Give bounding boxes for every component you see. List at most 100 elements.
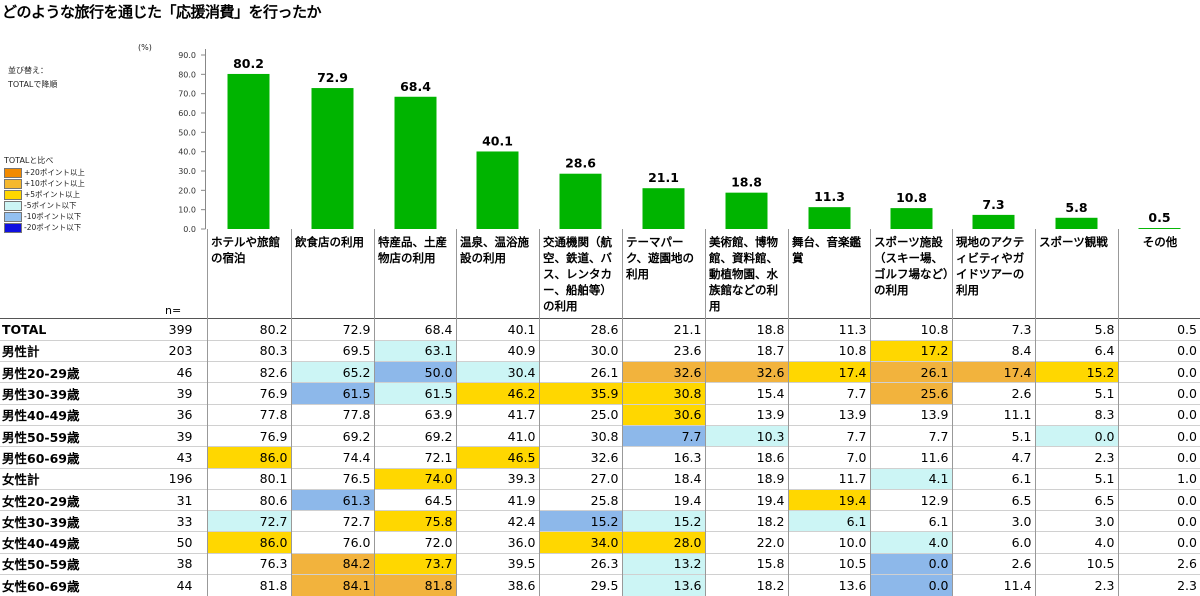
- table-cell: 0.0: [1117, 510, 1200, 532]
- column-header: 美術館、博物館、資料館、動植物園、水族館などの利用: [709, 235, 778, 313]
- legend-item: +20ポイント以上: [4, 167, 85, 178]
- table-cell: 81.8: [206, 574, 291, 596]
- table-cell: 25.6: [869, 382, 952, 405]
- table-cell: 16.3: [621, 446, 705, 469]
- table-cell: 1.0: [1117, 467, 1200, 490]
- row-label: 女性60-69歳: [0, 574, 140, 596]
- table-cell: 39.3: [455, 467, 539, 490]
- table-cell: 30.0: [538, 339, 622, 362]
- legend-label: -10ポイント以下: [24, 212, 82, 221]
- table-cell: 68.4: [373, 319, 456, 341]
- table-cell: 0.0: [869, 552, 952, 575]
- legend-title: TOTALと比べ: [4, 156, 54, 165]
- table-cell: 41.0: [455, 424, 539, 447]
- table-cell: 81.8: [373, 574, 456, 596]
- table-cell: 32.6: [538, 446, 622, 469]
- bar-chart: 90.0 80.0 70.0 60.0 50.0 40.0 30.0 20.0 10.0 0.0 8…: [178, 49, 1181, 234]
- table-cell: 10.0: [787, 531, 870, 554]
- table-cell: 30.8: [538, 424, 622, 447]
- table-cell: 86.0: [206, 531, 291, 554]
- column-divider: [705, 229, 706, 319]
- y-tick-label: 90.0: [178, 51, 196, 60]
- legend-item: -5ポイント以下: [4, 200, 85, 211]
- table-cell: 77.8: [290, 403, 374, 426]
- table-cell: 77.8: [206, 403, 291, 426]
- table-cell: 19.4: [787, 488, 870, 511]
- table-cell: 80.3: [206, 339, 291, 362]
- bar-value-label: 72.9: [317, 70, 348, 85]
- table-cell: 72.1: [373, 446, 456, 469]
- bar: [808, 207, 851, 229]
- table-cell: 0.0: [1117, 403, 1200, 426]
- table-cell: 6.4: [1034, 339, 1118, 362]
- table-cell: 40.9: [455, 339, 539, 362]
- bar: [642, 188, 685, 229]
- table-cell: 6.1: [787, 510, 870, 532]
- table-cell: 0.0: [1117, 361, 1200, 383]
- table-row: 男性計 203 80.3 69.5 63.1 40.9 30.0 23.6 18.7 10.8 17…: [0, 339, 1200, 362]
- bar: [1055, 217, 1098, 229]
- table-cell: 21.1: [621, 319, 705, 341]
- table-cell: 35.9: [538, 382, 622, 405]
- column-header: スポーツ施設（スキー場、ゴルフ場など）の利用: [874, 235, 949, 297]
- table-row: 男性30-39歳 39 76.9 61.5 61.5 46.2 35.9 30.8 15.4 7.…: [0, 382, 1200, 405]
- table-cell: 5.1: [1034, 467, 1118, 490]
- table-cell: 0.0: [1117, 339, 1200, 362]
- column-divider: [788, 229, 789, 319]
- bar-value-label: 21.1: [648, 170, 679, 185]
- table-cell: 17.4: [787, 361, 870, 383]
- table-cell: 7.7: [869, 424, 952, 447]
- chart-title: どのような旅行を通じた「応援消費」を行ったか: [2, 3, 322, 21]
- bar-value-label: 11.3: [814, 189, 845, 204]
- bar: [890, 208, 933, 229]
- table-cell: 34.0: [538, 531, 622, 554]
- table-cell: 25.0: [538, 403, 622, 426]
- table-row: 女性50-59歳 38 76.3 84.2 73.7 39.5 26.3 13.2 15.8 10…: [0, 552, 1200, 575]
- legend-label: +20ポイント以上: [24, 168, 85, 177]
- table-cell: 10.8: [787, 339, 870, 362]
- table-cell: 2.6: [951, 552, 1035, 575]
- table-cell: 4.1: [869, 467, 952, 490]
- table-cell: 5.1: [951, 424, 1035, 447]
- sort-value: TOTALで降順: [8, 80, 58, 89]
- y-tick-label: 60.0: [178, 109, 196, 118]
- table-cell: 84.1: [290, 574, 374, 596]
- table-cell: 18.4: [621, 467, 705, 490]
- table-cell: 41.7: [455, 403, 539, 426]
- bar: [394, 96, 437, 229]
- column-header: 舞台、音楽鑑賞: [792, 235, 861, 265]
- table-cell: 76.9: [206, 382, 291, 405]
- row-label: 女性50-59歳: [0, 552, 140, 575]
- legend-item: +10ポイント以上: [4, 178, 85, 189]
- bar: [725, 192, 768, 229]
- table-cell: 4.0: [869, 531, 952, 554]
- table-cell: 13.6: [787, 574, 870, 596]
- bar-value-label: 40.1: [482, 133, 513, 148]
- row-sample-size: 399: [168, 321, 193, 337]
- table-cell: 18.2: [704, 574, 788, 596]
- column-divider: [870, 229, 871, 319]
- table-cell: 0.0: [869, 574, 952, 596]
- table-cell: 42.4: [455, 510, 539, 532]
- table-cell: 30.4: [455, 361, 539, 383]
- table-cell: 74.0: [373, 467, 456, 490]
- table-cell: 72.0: [373, 531, 456, 554]
- table-cell: 2.3: [1034, 446, 1118, 469]
- table-cell: 2.6: [1117, 552, 1200, 575]
- table-cell: 0.0: [1117, 488, 1200, 511]
- legend-swatch: [4, 167, 22, 178]
- bar: [1138, 228, 1181, 229]
- table-cell: 6.1: [951, 467, 1035, 490]
- table-cell: 6.1: [869, 510, 952, 532]
- table-cell: 69.5: [290, 339, 374, 362]
- table-cell: 10.5: [1034, 552, 1118, 575]
- table-cell: 18.8: [704, 319, 788, 341]
- row-sample-size: 31: [140, 488, 207, 511]
- bar: [476, 151, 519, 229]
- table-cell: 4.0: [1034, 531, 1118, 554]
- table-cell: 15.2: [538, 510, 622, 532]
- row-label: 女性30-39歳: [0, 510, 140, 532]
- table-cell: 3.0: [951, 510, 1035, 532]
- table-cell: 65.2: [290, 361, 374, 383]
- table-cell: 2.3: [1117, 574, 1200, 596]
